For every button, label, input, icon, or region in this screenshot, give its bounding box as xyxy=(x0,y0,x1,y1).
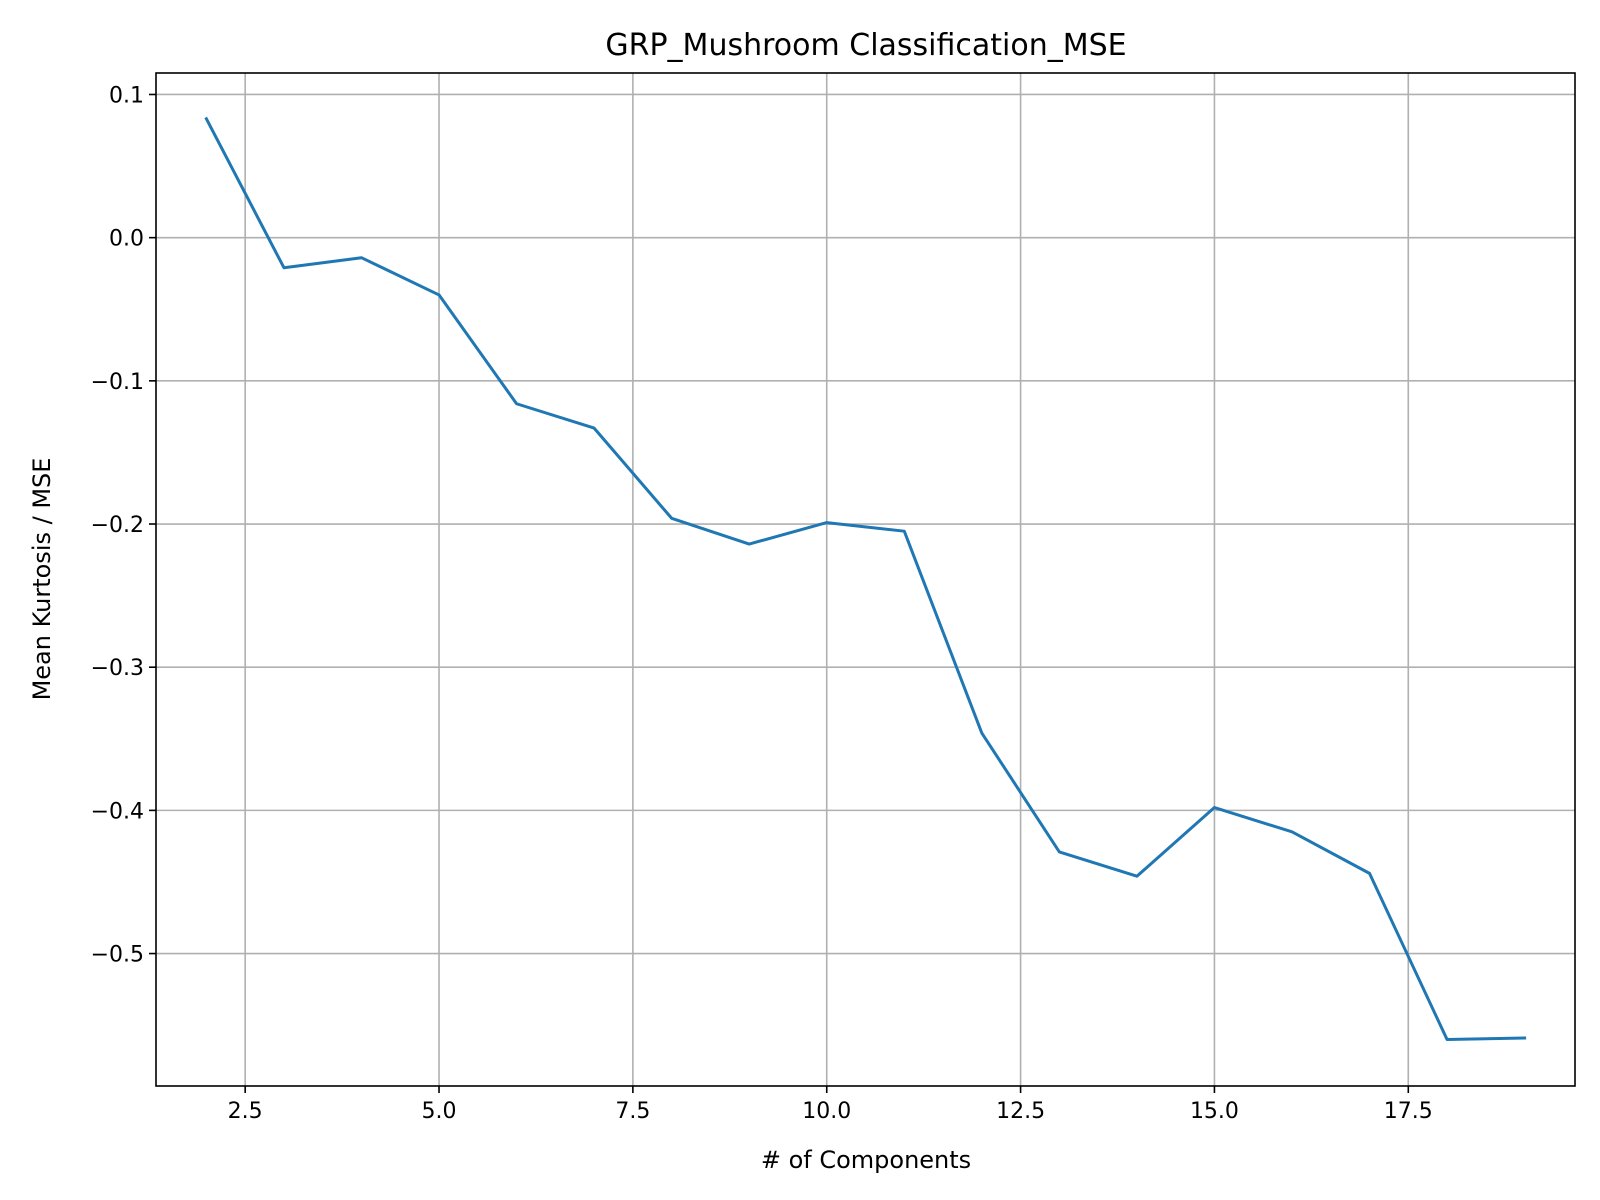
y-tick-label: −0.3 xyxy=(91,656,144,681)
y-axis-label: Mean Kurtosis / MSE xyxy=(28,458,56,701)
y-tick-label: −0.4 xyxy=(91,799,144,824)
x-axis-label: # of Components xyxy=(761,1146,971,1174)
x-tick-label: 10.0 xyxy=(802,1099,851,1124)
grid xyxy=(156,73,1575,1086)
ticks: 2.5 5.0 7.5 10.0 12.5 15.0 17.5 0.1 0.0 −0.1 −0.2 −… xyxy=(91,83,1433,1124)
y-tick-label: −0.5 xyxy=(91,943,144,968)
y-tick-label: 0.1 xyxy=(109,83,144,108)
plot-frame xyxy=(155,72,1576,1087)
y-tick-label: −0.1 xyxy=(91,370,144,395)
x-tick-label: 7.5 xyxy=(615,1099,650,1124)
x-tick-label: 15.0 xyxy=(1190,1099,1239,1124)
y-tick-label: −0.2 xyxy=(91,513,144,538)
series-line xyxy=(204,116,1527,1041)
series-layer xyxy=(204,116,1527,1041)
x-tick-label: 12.5 xyxy=(996,1099,1045,1124)
x-tick-label: 5.0 xyxy=(422,1099,457,1124)
x-tick-label: 2.5 xyxy=(228,1099,263,1124)
chart-title: GRP_Mushroom Classification_MSE xyxy=(605,28,1126,63)
x-tick-label: 17.5 xyxy=(1384,1099,1433,1124)
y-tick-label: 0.0 xyxy=(109,227,144,252)
